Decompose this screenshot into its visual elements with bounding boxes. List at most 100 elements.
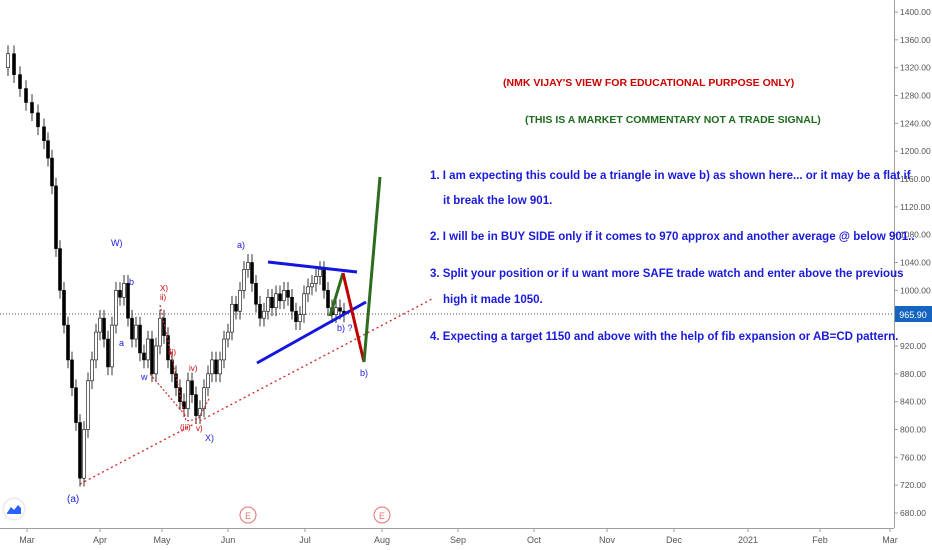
tradingview-logo-icon[interactable] bbox=[4, 499, 24, 519]
candle-body bbox=[254, 283, 258, 305]
y-tick-label: 1360.00 bbox=[900, 35, 931, 45]
earnings-event-label-1: E bbox=[245, 511, 251, 521]
earnings-event-label-2: E bbox=[379, 511, 385, 521]
candle-body bbox=[302, 293, 306, 315]
bullish-projection-path bbox=[328, 272, 345, 317]
candle-body bbox=[246, 262, 250, 270]
candle-body bbox=[54, 185, 58, 249]
candle-body bbox=[6, 53, 10, 68]
wave-w-path bbox=[149, 373, 186, 416]
candle-body bbox=[134, 324, 138, 340]
candle-body bbox=[294, 310, 298, 322]
candle-body bbox=[282, 290, 286, 302]
candle-body bbox=[326, 290, 330, 309]
commentary-point-3: 3. Split your position or if u want more… bbox=[430, 268, 904, 280]
wave-label-v: v) bbox=[196, 424, 203, 433]
x-tick-label: Dec bbox=[666, 535, 683, 545]
last-price-value: 965.90 bbox=[899, 310, 927, 320]
candle-body bbox=[110, 324, 114, 368]
candle-body bbox=[62, 290, 66, 326]
y-tick-label: 840.00 bbox=[900, 397, 926, 407]
candle-body bbox=[202, 387, 206, 409]
candle-body bbox=[270, 296, 274, 309]
wave-label-x-blue: X) bbox=[205, 433, 214, 443]
candle-body bbox=[242, 269, 246, 291]
candle-body bbox=[46, 140, 50, 159]
candle-body bbox=[278, 293, 282, 302]
commentary-point-4: 4. Expecting a target 1150 and above wit… bbox=[430, 331, 899, 343]
candle-body bbox=[290, 296, 294, 312]
triangle-lower-line bbox=[256, 300, 367, 365]
target-projection-path bbox=[362, 176, 382, 363]
wave-label-b-question: b) ? bbox=[337, 323, 353, 333]
x-tick-label: Aug bbox=[374, 535, 390, 545]
candle-body bbox=[226, 331, 230, 340]
bearish-projection-path bbox=[341, 272, 366, 363]
x-tick-label: Oct bbox=[527, 535, 542, 545]
candle-body bbox=[266, 296, 270, 312]
last-price-tag: 965.90 bbox=[895, 306, 932, 322]
x-tick-label: Jul bbox=[299, 535, 311, 545]
candle-body bbox=[198, 408, 202, 416]
candle-body bbox=[130, 317, 134, 340]
wave-label-x-red: X) bbox=[160, 284, 168, 293]
candle-body bbox=[298, 314, 302, 322]
wave-label-a-small: a bbox=[119, 338, 124, 348]
candle-body bbox=[306, 286, 310, 295]
candle-body bbox=[86, 380, 90, 430]
candle-body bbox=[230, 303, 234, 333]
x-tick-label: Mar bbox=[882, 535, 898, 545]
candle-body bbox=[82, 429, 86, 479]
wave-label-w: W) bbox=[111, 238, 123, 248]
candle-body bbox=[30, 102, 34, 114]
commentary-point-2: 2. I will be in BUY SIDE only if it come… bbox=[430, 231, 915, 243]
y-tick-label: 720.00 bbox=[900, 480, 926, 490]
candle-body bbox=[274, 293, 278, 309]
candle-body bbox=[218, 359, 222, 375]
candle-body bbox=[118, 290, 122, 298]
candle-body bbox=[126, 283, 130, 319]
candle-body bbox=[166, 335, 170, 361]
y-tick-label: 1120.00 bbox=[900, 202, 930, 212]
candle-body bbox=[206, 373, 210, 389]
candle-body bbox=[286, 290, 290, 298]
candle-body bbox=[186, 380, 190, 409]
candle-body bbox=[158, 317, 162, 347]
candle-body bbox=[194, 394, 198, 416]
disclaimer-subtitle: (THIS IS A MARKET COMMENTARY NOT A TRADE… bbox=[525, 114, 821, 126]
candle-body bbox=[334, 307, 338, 315]
x-tick-label: Sep bbox=[450, 535, 466, 545]
y-tick-label: 880.00 bbox=[900, 369, 926, 379]
triangle-upper-line bbox=[267, 260, 358, 274]
earnings-event-marker-1[interactable]: E bbox=[239, 506, 257, 524]
x-tick-label: Nov bbox=[599, 535, 616, 545]
candle-body bbox=[42, 126, 46, 142]
wave-label-ii: ii) bbox=[160, 293, 167, 302]
y-tick-label: 800.00 bbox=[900, 425, 926, 435]
candle-body bbox=[170, 359, 174, 375]
x-tick-label: Jun bbox=[221, 535, 236, 545]
x-tick-label: Mar bbox=[19, 535, 35, 545]
candle-body bbox=[122, 283, 126, 298]
wave-label-a-origin: (a) bbox=[67, 494, 79, 505]
y-tick-label: 1080.00 bbox=[900, 230, 931, 240]
candle-body bbox=[150, 338, 154, 375]
y-tick-label: 1160.00 bbox=[900, 174, 930, 184]
x-axis: Mar Apr May Jun Jul Aug Sep Oct Nov Dec 2021 Feb Mar bbox=[19, 528, 898, 545]
candle-body bbox=[182, 401, 186, 409]
commentary-point-1-continued: it break the low 901. bbox=[443, 195, 553, 207]
y-tick-label: 760.00 bbox=[900, 452, 926, 462]
wave-label-iii: iii) bbox=[168, 348, 176, 357]
earnings-event-marker-2[interactable]: E bbox=[373, 506, 391, 524]
candle-body bbox=[74, 387, 78, 423]
y-tick-label: 680.00 bbox=[900, 508, 926, 518]
y-tick-label: 1400.00 bbox=[900, 7, 931, 17]
candle-body bbox=[178, 387, 182, 402]
y-tick-label: 1200.00 bbox=[900, 146, 931, 156]
candle-body bbox=[310, 283, 314, 288]
candle-body bbox=[222, 338, 226, 361]
candle-body bbox=[338, 307, 342, 312]
x-tick-label: Apr bbox=[93, 535, 107, 545]
candle-body bbox=[234, 303, 238, 312]
